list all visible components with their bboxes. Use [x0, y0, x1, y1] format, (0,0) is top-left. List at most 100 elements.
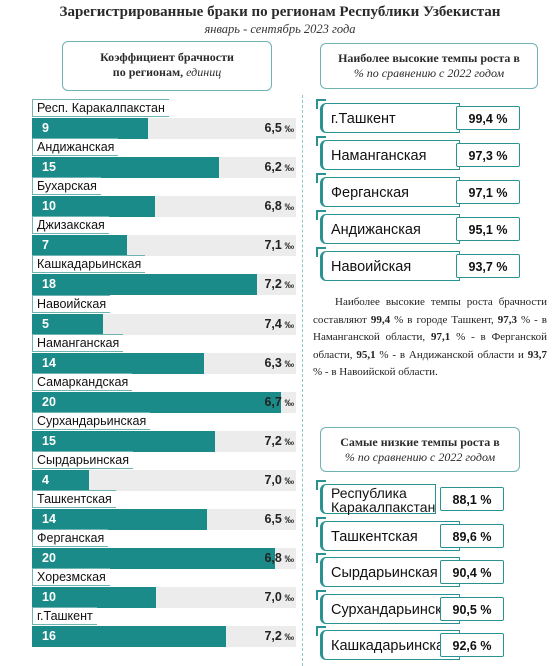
per-mille-unit: ‰ — [281, 593, 294, 604]
per-mille-unit: ‰ — [281, 398, 294, 409]
bottom-box-line1: Самые низкие темпы роста в — [340, 435, 500, 449]
rate-label: 7,4 ‰ — [224, 314, 294, 335]
note-text-1: Наиболее высокие темпы роста брачности с… — [313, 296, 547, 326]
bar-value-label: 4 725 — [42, 473, 63, 508]
ranking-row: Навоийская 93,7 % — [316, 247, 538, 281]
rate-label: 7,0 ‰ — [224, 470, 294, 491]
bar — [32, 626, 226, 647]
rate-label: 7,1 ‰ — [224, 235, 294, 256]
bar-value-label: 14 557 — [42, 512, 63, 547]
lowest-growth-header-box: Самые низкие темпы роста в % по сравнени… — [320, 427, 520, 472]
ranking-row: г.Ташкент 99,4 % — [316, 99, 538, 133]
ranking-row: Кашкадарьинская 92,6 % — [316, 626, 538, 660]
corner-accent — [316, 517, 326, 527]
highest-growth-header-box: Наиболее высокие темпы роста в % по срав… — [320, 43, 538, 89]
ranking-percent: 97,1 % — [456, 180, 520, 204]
bar-track — [32, 470, 296, 491]
column-divider — [302, 95, 303, 666]
rate-value: 6,7 — [264, 395, 282, 409]
rate-value: 6,8 — [264, 551, 282, 565]
region-label: Наманганская — [32, 334, 124, 352]
rate-value: 6,3 — [264, 356, 282, 370]
left-box-line1: Коэффициент брачности — [100, 50, 234, 64]
ranking-region-name: Навоийская — [320, 251, 460, 281]
bar — [32, 235, 127, 256]
chart-title: Зарегистрированные браки по регионам Рес… — [59, 4, 501, 20]
ranking-region-name: Сурхандарьинская — [320, 594, 460, 624]
bar — [32, 157, 219, 178]
ranking-row: Наманганская 97,3 % — [316, 136, 538, 170]
left-box-line2a: по регионам, — [112, 65, 184, 79]
region-label: Навоийская — [32, 295, 111, 313]
bar-value-label: 15 276 — [42, 434, 63, 469]
bar — [32, 353, 204, 374]
rate-label: 7,2 ‰ — [224, 274, 294, 295]
rate-label: 7,0 ‰ — [224, 587, 294, 608]
per-mille-unit: ‰ — [281, 554, 294, 565]
rate-value: 7,4 — [264, 317, 282, 331]
birth-rate-header-box: Коэффициент брачности по регионам, едини… — [62, 41, 272, 91]
rate-label: 7,2 ‰ — [224, 431, 294, 452]
rate-value: 6,5 — [264, 121, 282, 135]
bar-value-label: 7 877 — [42, 238, 63, 273]
corner-accent — [316, 99, 326, 109]
per-mille-unit: ‰ — [281, 359, 294, 370]
bar — [32, 196, 155, 217]
rate-value: 6,8 — [264, 199, 282, 213]
note-value-1: 99,4 — [370, 313, 391, 326]
rate-label: 6,2 ‰ — [224, 157, 294, 178]
per-mille-unit: ‰ — [281, 320, 294, 331]
rate-value: 7,2 — [264, 629, 282, 643]
region-label: Андижанская — [32, 138, 119, 156]
rate-label: 6,7 ‰ — [224, 392, 294, 413]
left-box-unit: единиц — [186, 65, 222, 79]
region-label: Ташкентская — [32, 490, 116, 508]
note-value-5: 93,7 — [527, 348, 547, 361]
note-text-5: % - в Андижанской области и — [375, 348, 528, 361]
note-text-6: % - в Навоийской области. — [313, 366, 438, 378]
per-mille-unit: ‰ — [281, 241, 294, 252]
note-value-3: 97,1 — [431, 331, 451, 343]
ranking-region-name: Республика Каракалпакстан — [320, 484, 436, 514]
region-label: Ферганская — [32, 529, 109, 547]
rate-value: 7,0 — [264, 473, 282, 487]
note-text-2: % в городе Ташкент, — [390, 313, 498, 326]
bar-value-label: 9 638 — [42, 121, 63, 156]
ranking-percent: 95,1 % — [456, 217, 520, 241]
region-label: Сурхандарьинская — [32, 412, 151, 430]
rate-label: 6,5 ‰ — [224, 118, 294, 139]
rate-value: 6,2 — [264, 160, 282, 174]
bar — [32, 392, 281, 413]
ranking-region-name: Сырдарьинская — [320, 557, 460, 587]
per-mille-unit: ‰ — [281, 632, 294, 643]
ranking-percent: 89,6 % — [440, 524, 504, 548]
bar — [32, 587, 156, 608]
bar-value-label: 20 286 — [42, 551, 63, 586]
region-label: г.Ташкент — [32, 607, 97, 625]
region-label: Сырдарьинская — [32, 451, 133, 469]
bar — [32, 118, 148, 139]
bar-value-label: 15 602 — [42, 160, 63, 195]
ranking-row: Сырдарьинская 90,4 % — [316, 553, 538, 587]
corner-accent — [316, 590, 326, 600]
ranking-percent: 97,3 % — [456, 143, 520, 167]
ranking-percent: 88,1 % — [440, 487, 504, 511]
corner-accent — [316, 210, 326, 220]
bar — [32, 431, 215, 452]
ranking-region-name: Наманганская — [320, 140, 460, 170]
rate-label: 6,8 ‰ — [224, 196, 294, 217]
rate-label: 7,2 ‰ — [224, 626, 294, 647]
ranking-percent: 99,4 % — [456, 106, 520, 130]
ranking-percent: 92,6 % — [440, 633, 504, 657]
corner-accent — [316, 136, 326, 146]
rate-value: 6,5 — [264, 512, 282, 526]
per-mille-unit: ‰ — [281, 124, 294, 135]
corner-accent — [316, 626, 326, 636]
per-mille-unit: ‰ — [281, 280, 294, 291]
top-box-line1: Наиболее высокие темпы роста в — [338, 51, 520, 65]
per-mille-unit: ‰ — [281, 476, 294, 487]
per-mille-unit: ‰ — [281, 202, 294, 213]
rate-value: 7,1 — [264, 238, 282, 252]
bar — [32, 470, 89, 491]
ranking-region-name: Ташкентская — [320, 521, 460, 551]
